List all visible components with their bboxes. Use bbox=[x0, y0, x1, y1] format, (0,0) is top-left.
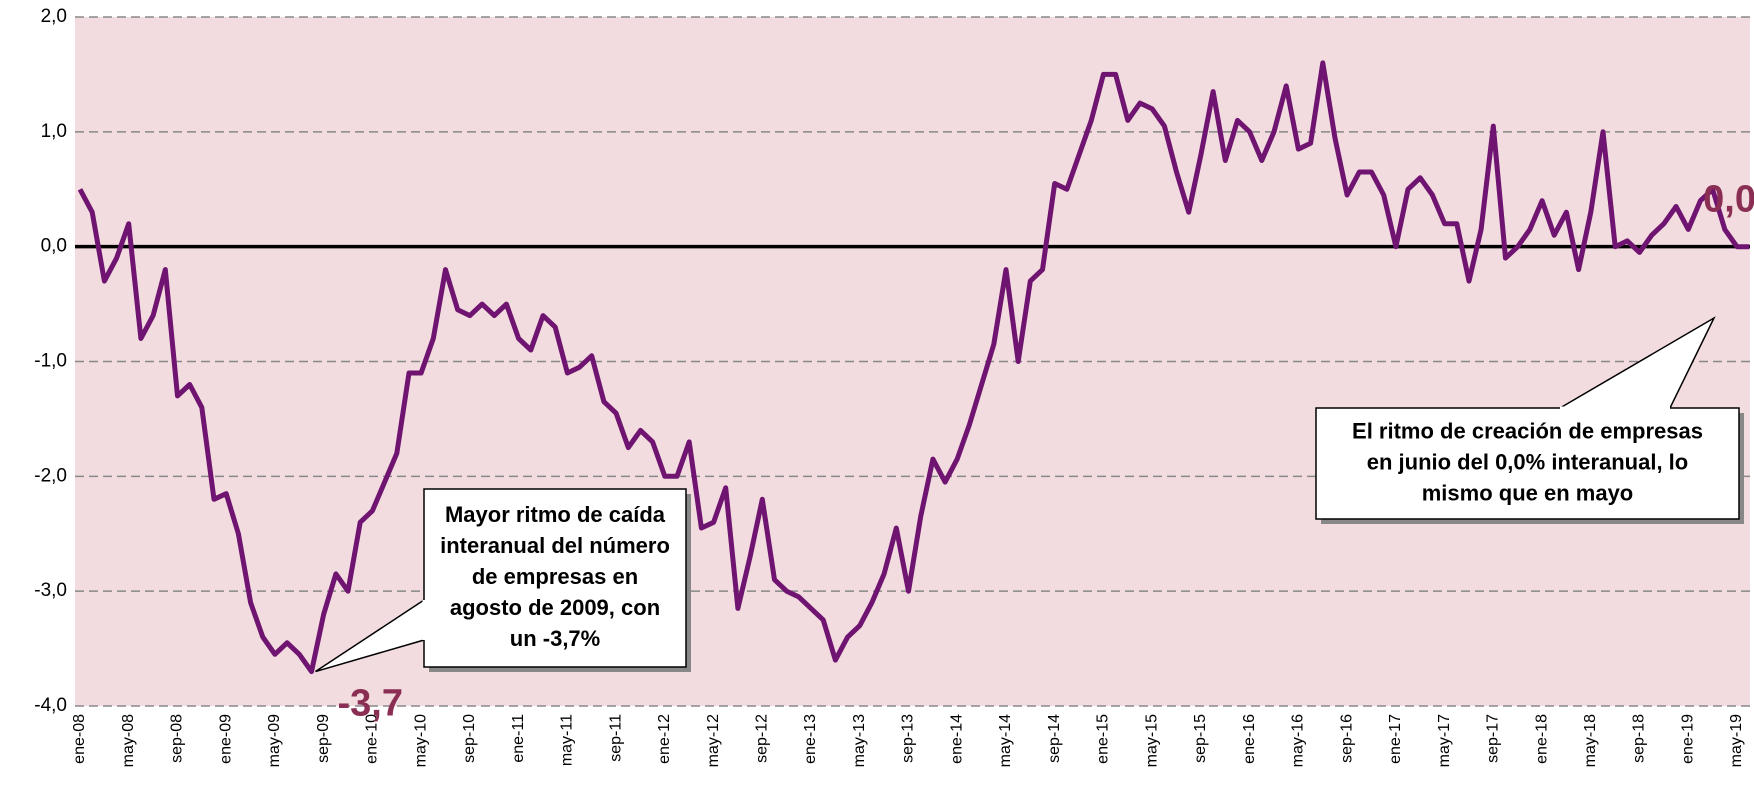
y-tick-label: -2,0 bbox=[34, 465, 67, 486]
y-tick-label: -3,0 bbox=[34, 580, 67, 601]
callout-text: Mayor ritmo de caída bbox=[445, 502, 666, 527]
x-tick-label: sep-11 bbox=[607, 714, 624, 762]
callout: Mayor ritmo de caída interanual del númer… bbox=[315, 488, 691, 673]
plot-area bbox=[75, 17, 1750, 706]
x-tick-label: ene-16 bbox=[1241, 714, 1258, 764]
x-tick-label: may-13 bbox=[851, 714, 868, 767]
x-tick-label: sep-13 bbox=[900, 714, 917, 763]
callout-text: El ritmo de creación de empresas bbox=[1352, 418, 1703, 443]
x-tick-label: sep-18 bbox=[1631, 714, 1648, 763]
x-tick-label: may-17 bbox=[1436, 714, 1453, 767]
x-tick-label: may-18 bbox=[1582, 714, 1599, 767]
x-tick-label: may-11 bbox=[559, 714, 576, 766]
callout-text: de empresas en bbox=[472, 564, 638, 589]
x-tick-label: sep-16 bbox=[1338, 714, 1355, 763]
value-annotation: -3,7 bbox=[337, 683, 402, 725]
callout-text: agosto de 2009, con bbox=[450, 595, 660, 620]
callout: El ritmo de creación de empresas en junio… bbox=[1315, 316, 1744, 524]
y-tick-label: 2,0 bbox=[41, 6, 67, 27]
y-tick-label: 1,0 bbox=[41, 121, 67, 142]
x-tick-label: ene-10 bbox=[364, 714, 381, 764]
callout-text: en junio del 0,0% interanual, lo bbox=[1367, 449, 1689, 474]
callout-text: un -3,7% bbox=[510, 626, 600, 651]
x-tick-label: may-14 bbox=[997, 714, 1014, 767]
x-tick-label: ene-13 bbox=[802, 714, 819, 764]
x-tick-label: may-16 bbox=[1290, 714, 1307, 767]
x-tick-label: sep-14 bbox=[1046, 714, 1063, 763]
data-line bbox=[77, 60, 1750, 675]
y-tick-label: -1,0 bbox=[34, 351, 67, 372]
x-tick-label: may-15 bbox=[1143, 714, 1160, 767]
x-tick-label: ene-12 bbox=[656, 714, 673, 764]
x-tick-label: ene-19 bbox=[1679, 714, 1696, 764]
callout-box bbox=[423, 488, 687, 668]
x-tick-label: sep-17 bbox=[1485, 714, 1502, 763]
x-tick-label: may-10 bbox=[412, 714, 429, 767]
x-tick-label: ene-09 bbox=[217, 714, 234, 764]
x-tick-label: ene-18 bbox=[1533, 714, 1550, 764]
x-tick-label: may-08 bbox=[120, 714, 137, 767]
callout-text: interanual del número bbox=[440, 533, 670, 558]
x-tick-label: may-12 bbox=[705, 714, 722, 767]
callout-text: mismo que en mayo bbox=[1422, 480, 1634, 505]
x-tick-label: ene-15 bbox=[1095, 714, 1112, 764]
x-tick-label: sep-09 bbox=[315, 714, 332, 763]
x-tick-label: sep-15 bbox=[1192, 714, 1209, 763]
x-tick-label: ene-08 bbox=[71, 714, 88, 764]
value-annotation: 0,0 bbox=[1703, 179, 1754, 221]
x-tick-label: ene-14 bbox=[948, 714, 965, 764]
y-tick-label: -4,0 bbox=[34, 695, 67, 716]
x-tick-label: sep-12 bbox=[754, 714, 771, 763]
x-tick-label: ene-17 bbox=[1387, 714, 1404, 764]
x-tick-label: may-19 bbox=[1728, 714, 1745, 767]
y-tick-label: 0,0 bbox=[41, 236, 67, 257]
x-tick-label: sep-08 bbox=[169, 714, 186, 763]
x-tick-label: ene-11 bbox=[510, 714, 527, 763]
callout-box bbox=[1315, 407, 1740, 520]
x-tick-label: sep-10 bbox=[461, 714, 478, 763]
x-tick-label: may-09 bbox=[266, 714, 283, 767]
